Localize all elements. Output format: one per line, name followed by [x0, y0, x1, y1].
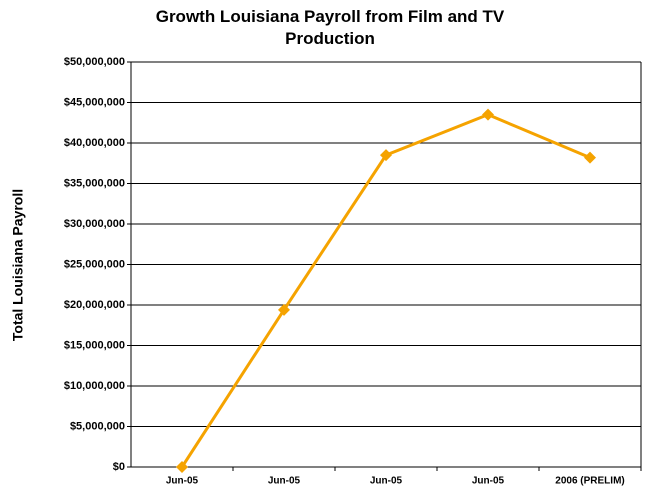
- y-tick-label: $0: [113, 461, 125, 473]
- y-tick-label: $15,000,000: [64, 339, 125, 351]
- marker: [380, 149, 392, 162]
- x-tick-label: Jun-05: [472, 476, 505, 487]
- marker: [176, 461, 188, 473]
- y-tick-label: $45,000,000: [64, 96, 125, 108]
- y-tick-label: $30,000,000: [64, 218, 125, 230]
- x-tick-label: Jun-05: [166, 476, 199, 487]
- marker: [278, 303, 290, 316]
- y-tick-label: $50,000,000: [64, 56, 125, 68]
- y-tick-label: $10,000,000: [64, 380, 125, 392]
- y-tick-label: $5,000,000: [70, 420, 125, 432]
- line: [180, 113, 591, 468]
- y-tick-label: $35,000,000: [64, 177, 125, 189]
- marker: [584, 151, 596, 164]
- y-tick-label: $25,000,000: [64, 258, 125, 270]
- x-tick-label: Jun-05: [268, 476, 301, 487]
- y-tick-label: $40,000,000: [64, 137, 125, 149]
- x-tick-label: 2006 (PRELIM): [555, 476, 624, 487]
- y-axis-label: Total Louisiana Payroll: [10, 189, 26, 341]
- y-tick-label: $20,000,000: [64, 299, 125, 311]
- marker: [482, 108, 494, 121]
- chart-title: Growth Louisiana Payroll from Film and T…: [155, 7, 505, 48]
- x-tick-label: Jun-05: [370, 476, 403, 487]
